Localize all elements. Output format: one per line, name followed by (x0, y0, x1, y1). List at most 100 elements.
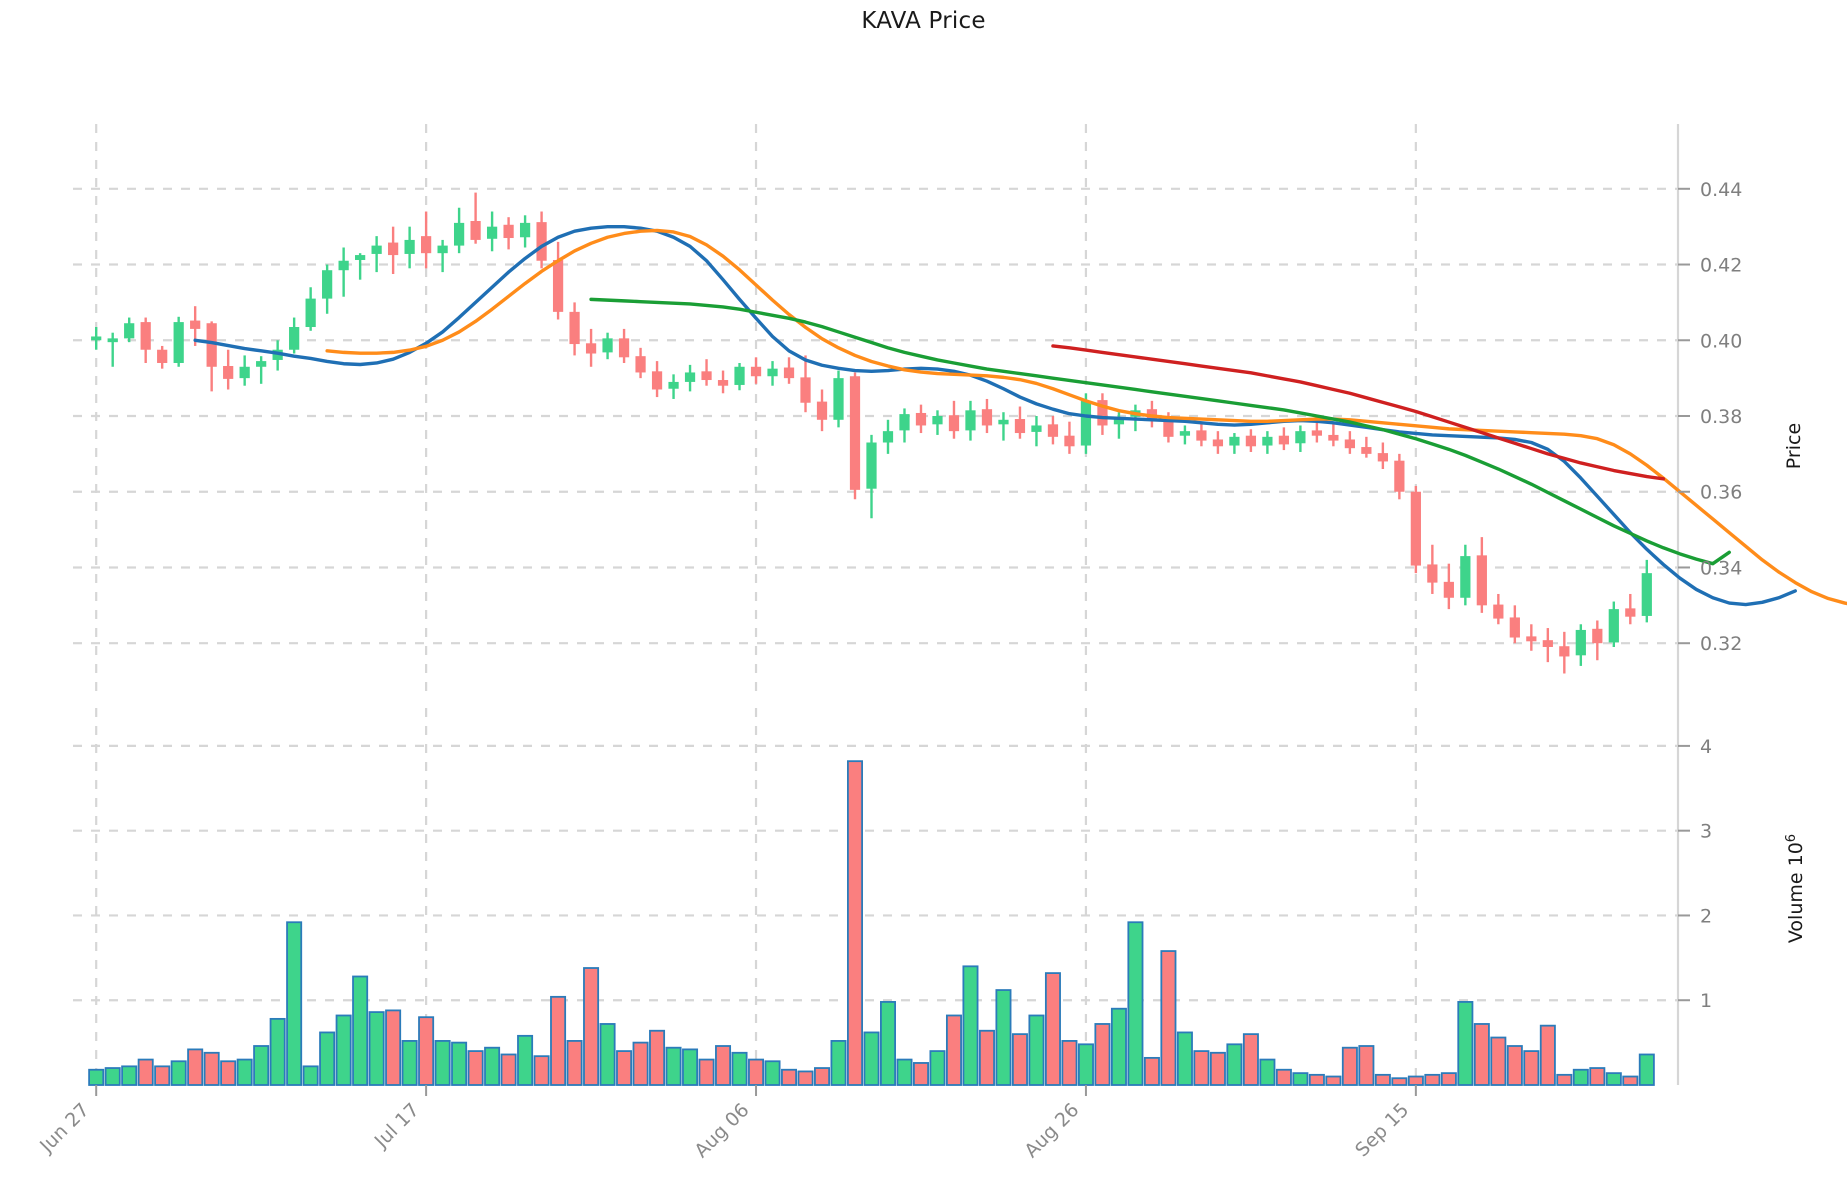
candle-body (1311, 430, 1323, 436)
candle-body (932, 416, 943, 425)
volume-bar (1259, 1058, 1276, 1086)
price-tick-label: 0.44 (1700, 179, 1742, 201)
moving-average-lines (193, 224, 1847, 607)
volume-bar (1523, 1050, 1540, 1086)
volume-tick-label: 3 (1700, 821, 1712, 843)
volume-bar (1556, 1073, 1573, 1086)
candle-body (1014, 419, 1026, 434)
candle-body (1097, 400, 1108, 426)
volume-bar (88, 1068, 105, 1086)
candle-body (618, 338, 630, 358)
volume-bar (1127, 921, 1144, 1086)
volume-bar (269, 1017, 286, 1086)
volume-bar (748, 1058, 765, 1086)
candle-body (157, 349, 168, 363)
volume-bar (352, 975, 369, 1086)
price-tick-label: 0.32 (1700, 633, 1742, 655)
candle-body (124, 323, 135, 339)
candle-body (1460, 556, 1471, 598)
volume-bar (814, 1067, 831, 1086)
candle-body (1410, 491, 1421, 566)
candle-body (503, 224, 514, 239)
candle-body (1542, 640, 1553, 647)
candle-body (717, 380, 729, 386)
volume-bar (137, 1058, 154, 1086)
date-tick-label: Sep 15 (1351, 1099, 1413, 1161)
candle-body (1509, 617, 1520, 638)
volume-bar (1275, 1068, 1292, 1086)
candle-body (404, 239, 415, 254)
candle-body (998, 419, 1009, 425)
volume-bar (682, 1048, 699, 1086)
candle-body (1641, 573, 1652, 616)
candle-body (849, 376, 861, 490)
volume-bar (1061, 1040, 1078, 1086)
volume-bar (203, 1051, 220, 1086)
candle-body (1377, 453, 1388, 462)
volume-bar (1325, 1075, 1342, 1086)
candle-body (256, 361, 267, 367)
volume-bar (781, 1068, 798, 1086)
candle-body (965, 410, 976, 431)
price-tick-label: 0.36 (1700, 482, 1742, 504)
volume-bar (632, 1041, 649, 1086)
candle-body (734, 366, 745, 385)
volume-bar (896, 1058, 913, 1086)
volume-bar (104, 1067, 121, 1086)
volume-bar (1440, 1072, 1457, 1086)
candle-body (1163, 419, 1174, 437)
candle-body (519, 222, 531, 238)
volume-bar (302, 1065, 319, 1086)
candle-body (1608, 609, 1619, 643)
volume-bar (335, 1014, 352, 1086)
volume-bar (1457, 1001, 1474, 1086)
candle-body (289, 327, 300, 350)
axis-titles: Price Volume 106 (1783, 423, 1807, 943)
candle-body (1328, 434, 1339, 441)
candle-body (140, 322, 151, 350)
volume-bar (154, 1065, 171, 1086)
candle-body (322, 270, 333, 299)
volume-bar (764, 1060, 781, 1086)
candle-body (1344, 439, 1355, 449)
candle-body (1559, 646, 1570, 657)
candle-body (223, 366, 234, 379)
volume-bar (319, 1031, 336, 1086)
candle-body (1476, 555, 1487, 606)
candle-body (948, 415, 960, 432)
volume-bar (1473, 1023, 1490, 1086)
candle-body (1575, 629, 1586, 656)
candle-body (420, 236, 432, 254)
volume-bars (88, 760, 1655, 1086)
volume-bar (1028, 1014, 1045, 1086)
candle-body (651, 371, 663, 390)
volume-bar (830, 1040, 847, 1086)
candle-body (833, 378, 844, 420)
candle-body (1361, 447, 1372, 454)
candle-body (1113, 417, 1125, 425)
candle-body (1526, 636, 1537, 642)
volume-bar (1358, 1045, 1375, 1086)
candle-body (668, 381, 679, 389)
volume-bar (236, 1058, 253, 1086)
volume-bar (1110, 1007, 1127, 1086)
candle-body (1245, 435, 1257, 447)
candle-body (1179, 431, 1191, 436)
volume-bar (220, 1060, 237, 1086)
volume-bar (1176, 1031, 1193, 1086)
candle-body (388, 242, 399, 256)
candle-body (569, 311, 580, 345)
candle-body (1493, 604, 1504, 619)
candle-body (1443, 581, 1454, 598)
volume-bar (715, 1045, 732, 1086)
candle-body (701, 371, 712, 381)
candle-body (437, 245, 448, 254)
volume-bar (649, 1029, 666, 1086)
candle-body (1212, 439, 1224, 447)
ma-line-ma_fast (193, 224, 1797, 607)
volume-bar (385, 1009, 402, 1086)
price-tick-label: 0.42 (1700, 255, 1742, 277)
volume-bar (566, 1040, 583, 1086)
